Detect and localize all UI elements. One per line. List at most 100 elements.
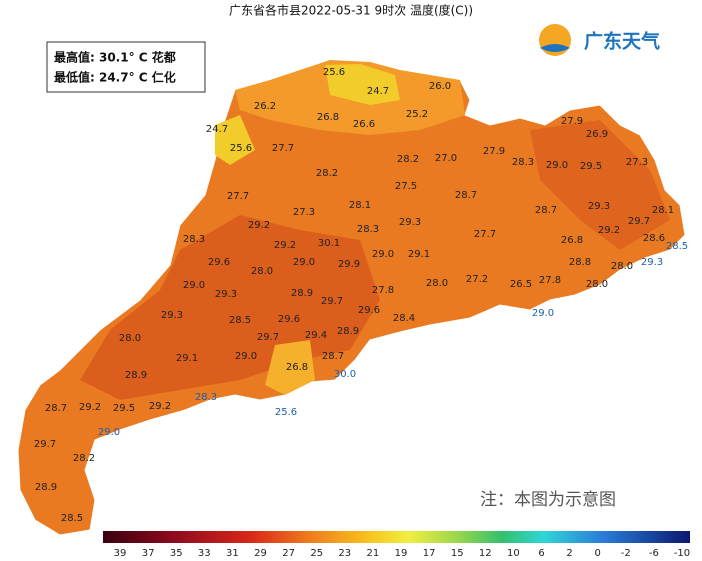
colorbar-label: -10 xyxy=(674,548,690,559)
colorbar-label: -2 xyxy=(621,548,631,559)
temperature-label: 28.0 xyxy=(611,261,633,272)
temperature-label: 28.7 xyxy=(455,190,477,201)
temperature-label: 28.3 xyxy=(195,392,217,403)
warm-region xyxy=(530,120,670,250)
colorbar-label: -6 xyxy=(649,548,659,559)
note: 注：本图为示意图 xyxy=(480,490,616,510)
temperature-label: 28.2 xyxy=(397,154,419,165)
temperature-label: 27.0 xyxy=(435,153,457,164)
colorbar-label: 25 xyxy=(310,548,323,559)
colorbar-label: 19 xyxy=(395,548,408,559)
temperature-label: 29.6 xyxy=(278,314,300,325)
temperature-label: 26.0 xyxy=(429,81,451,92)
colorbar-label: 33 xyxy=(198,548,211,559)
temperature-label: 29.7 xyxy=(34,439,56,450)
temperature-label: 27.3 xyxy=(293,207,315,218)
cool-region xyxy=(265,340,315,395)
temperature-label: 29.0 xyxy=(372,249,394,260)
temperature-label: 26.8 xyxy=(561,235,583,246)
temperature-label: 30.1 xyxy=(318,238,340,249)
temperature-label: 27.5 xyxy=(395,181,417,192)
temperature-label: 28.8 xyxy=(569,257,591,268)
temperature-label: 27.7 xyxy=(272,143,294,154)
temperature-label: 28.2 xyxy=(73,453,95,464)
temperature-label: 28.5 xyxy=(229,315,251,326)
temperature-label: 29.2 xyxy=(598,225,620,236)
temperature-label: 29.0 xyxy=(98,427,120,438)
colorbar-label: 12 xyxy=(479,548,492,559)
temperature-label: 29.3 xyxy=(588,201,610,212)
logo-text: 广东天气 xyxy=(584,30,660,53)
temperature-label: 28.0 xyxy=(586,279,608,290)
temperature-label: 29.0 xyxy=(183,280,205,291)
colorbar-label: 27 xyxy=(282,548,295,559)
temperature-label: 25.6 xyxy=(275,407,297,418)
temperature-label: 29.0 xyxy=(546,160,568,171)
temperature-label: 29.0 xyxy=(532,308,554,319)
temperature-label: 29.3 xyxy=(215,289,237,300)
temperature-label: 28.0 xyxy=(426,278,448,289)
colorbar-label: 0 xyxy=(595,548,601,559)
temperature-label: 27.8 xyxy=(372,285,394,296)
temperature-label: 29.3 xyxy=(399,217,421,228)
colorbar-label: 39 xyxy=(114,548,127,559)
colorbar-label: 23 xyxy=(338,548,351,559)
temperature-label: 27.7 xyxy=(227,191,249,202)
min-text: 最低值: 24.7° C 仁化 xyxy=(54,70,176,85)
temperature-label: 28.9 xyxy=(337,326,359,337)
temperature-label: 29.1 xyxy=(176,353,198,364)
temperature-label: 29.5 xyxy=(580,161,602,172)
temperature-label: 30.0 xyxy=(334,369,356,380)
temperature-label: 25.2 xyxy=(406,109,428,120)
temperature-label: 28.5 xyxy=(61,513,83,524)
temperature-label: 27.7 xyxy=(474,229,496,240)
cool-region xyxy=(215,115,255,165)
temperature-label: 27.9 xyxy=(561,116,583,127)
temperature-label: 26.5 xyxy=(510,279,532,290)
temperature-label: 29.2 xyxy=(274,240,296,251)
temperature-label: 28.9 xyxy=(291,288,313,299)
max-text: 最高值: 30.1° C 花都 xyxy=(54,50,176,65)
temperature-label: 27.2 xyxy=(466,274,488,285)
temperature-label: 27.8 xyxy=(539,275,561,286)
temperature-label: 28.3 xyxy=(183,234,205,245)
temperature-label: 24.7 xyxy=(367,86,389,97)
colorbar-label: 21 xyxy=(367,548,380,559)
title: 广东省各市县2022-05-31 9时次 温度(度(C)) xyxy=(229,3,473,18)
temperature-label: 28.2 xyxy=(316,168,338,179)
colorbar-label: 31 xyxy=(226,548,239,559)
colorbar-label: 2 xyxy=(566,548,572,559)
temperature-label: 29.7 xyxy=(321,296,343,307)
temperature-label: 28.0 xyxy=(119,333,141,344)
temperature-label: 28.6 xyxy=(643,233,665,244)
temperature-label: 29.1 xyxy=(408,249,430,260)
temperature-label: 29.7 xyxy=(257,332,279,343)
colorbar-label: 29 xyxy=(254,548,267,559)
temperature-label: 29.2 xyxy=(79,402,101,413)
temperature-label: 29.2 xyxy=(149,401,171,412)
colorbar-label: 35 xyxy=(170,548,183,559)
temperature-label: 26.8 xyxy=(286,362,308,373)
temperature-label: 29.9 xyxy=(338,259,360,270)
temperature-label: 28.3 xyxy=(512,157,534,168)
colorbar-label: 17 xyxy=(423,548,436,559)
summary-box xyxy=(46,41,206,93)
temperature-label: 26.8 xyxy=(317,112,339,123)
temperature-label: 25.6 xyxy=(230,143,252,154)
colorbar-label: 6 xyxy=(538,548,544,559)
temperature-label: 24.7 xyxy=(206,124,228,135)
temperature-label: 27.9 xyxy=(483,146,505,157)
colorbar xyxy=(103,531,690,543)
temperature-label: 28.0 xyxy=(251,266,273,277)
temperature-label: 28.9 xyxy=(125,370,147,381)
temperature-label: 25.6 xyxy=(323,67,345,78)
temperature-label: 29.6 xyxy=(358,305,380,316)
temperature-label: 28.4 xyxy=(393,313,415,324)
temperature-label: 28.5 xyxy=(666,241,688,252)
cool-region xyxy=(325,64,400,105)
temperature-label: 28.7 xyxy=(45,403,67,414)
temperature-label: 29.6 xyxy=(208,257,230,268)
temperature-label: 28.7 xyxy=(535,205,557,216)
